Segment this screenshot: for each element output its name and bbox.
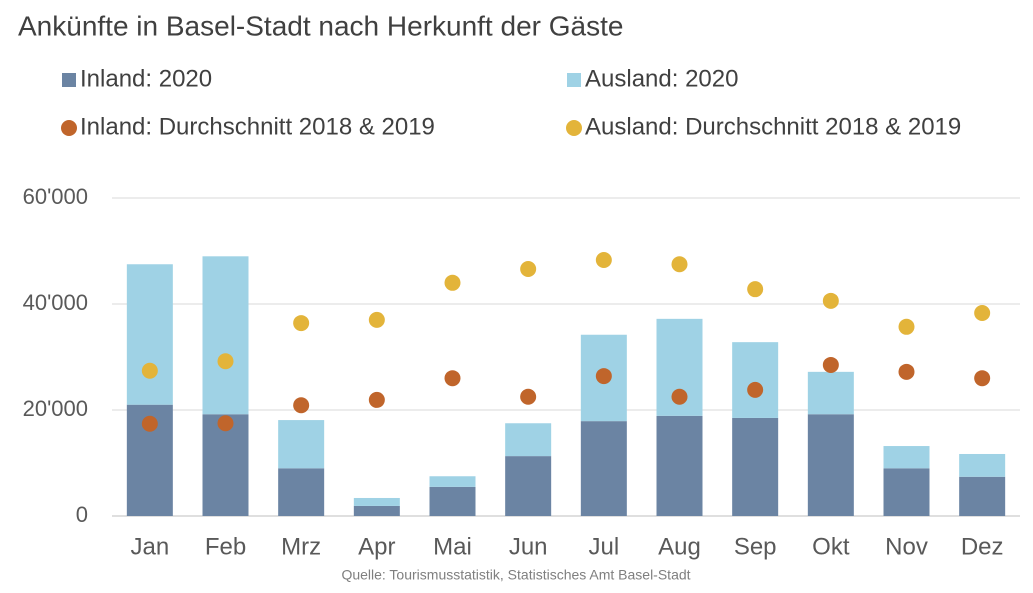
dot (747, 381, 764, 398)
dot (141, 415, 158, 432)
bar-segment (278, 420, 325, 469)
dot (747, 281, 764, 298)
bar-segment (732, 417, 779, 516)
dot (141, 362, 158, 379)
bar-segment (353, 497, 400, 506)
dot (217, 415, 234, 432)
dot (822, 356, 839, 373)
bar-segment (202, 256, 249, 415)
bar-segment (278, 468, 325, 516)
legend-label: Ausland: Durchschnitt 2018 & 2019 (585, 113, 961, 140)
dot (368, 311, 385, 328)
bar-segment (807, 371, 854, 415)
dot (520, 388, 537, 405)
bar-segment (959, 453, 1006, 477)
x-tick-label: Nov (885, 533, 928, 560)
dot (822, 292, 839, 309)
x-tick-label: Jun (509, 533, 548, 560)
dot (368, 391, 385, 408)
bar-segment (656, 415, 703, 516)
x-tick-label: Aug (658, 533, 701, 560)
dot (444, 370, 461, 387)
dot (671, 388, 688, 405)
legend-swatch (566, 120, 582, 136)
bar-segment (883, 468, 930, 516)
legend-swatch (61, 120, 77, 136)
y-tick-label: 60'000 (23, 184, 88, 209)
dot (293, 397, 310, 414)
bar-segment (807, 414, 854, 516)
x-tick-label: Okt (812, 533, 850, 560)
dot (671, 256, 688, 273)
bar-segment (429, 486, 476, 516)
bar-segment (580, 421, 627, 516)
dot (293, 315, 310, 332)
x-tick-label: Jan (130, 533, 169, 560)
legend-swatch (567, 73, 581, 87)
bar-segment (883, 446, 930, 469)
dot (520, 261, 537, 278)
dot (595, 252, 612, 269)
legend-label: Inland: Durchschnitt 2018 & 2019 (80, 113, 435, 140)
dot (898, 318, 915, 335)
dot (974, 370, 991, 387)
x-tick-label: Sep (734, 533, 777, 560)
legend-swatch (62, 73, 76, 87)
x-tick-label: Jul (588, 533, 619, 560)
dot (444, 274, 461, 291)
dot (898, 363, 915, 380)
x-tick-label: Feb (205, 533, 246, 560)
bar-segment (505, 423, 552, 457)
bar-segment (353, 505, 400, 516)
dot (974, 305, 991, 322)
dot (217, 353, 234, 370)
bar-segment (126, 264, 173, 405)
bar-segment (505, 456, 552, 516)
y-tick-label: 40'000 (23, 290, 88, 315)
x-tick-label: Mai (433, 533, 472, 560)
y-tick-label: 0 (76, 502, 88, 527)
dot (595, 368, 612, 385)
y-tick-label: 20'000 (23, 396, 88, 421)
x-tick-label: Apr (358, 533, 395, 560)
bar-segment (732, 342, 779, 418)
x-tick-label: Dez (961, 533, 1004, 560)
source: Quelle: Tourismusstatistik, Statistische… (341, 567, 690, 583)
bar-segment (959, 476, 1006, 516)
bar-segment (429, 476, 476, 487)
x-tick-label: Mrz (281, 533, 321, 560)
legend-label: Ausland: 2020 (585, 65, 738, 92)
legend-label: Inland: 2020 (80, 65, 212, 92)
chart-title: Ankünfte in Basel-Stadt nach Herkunft de… (18, 10, 623, 41)
